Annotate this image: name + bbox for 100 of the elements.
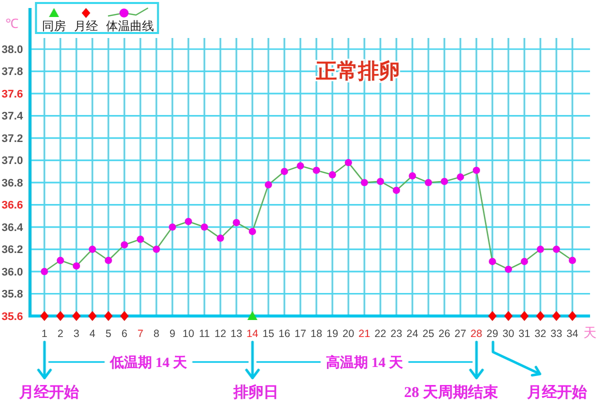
y-axis-title: ℃ [6,16,18,31]
point [280,168,288,176]
legend-label: 月经 [74,19,98,33]
y-tick-label: 37.0 [2,155,23,168]
x-tick-label: 12 [214,328,226,340]
point [40,311,49,321]
x-tick-label: 4 [89,328,96,340]
point [200,223,208,231]
x-tick-label: 29 [486,328,498,340]
x-tick-label: 9 [169,328,176,340]
x-tick-label: 34 [566,328,578,340]
point [472,166,480,174]
x-tick-label: 30 [502,328,514,340]
y-tick-label: 37.4 [2,110,24,123]
y-tick-label: 36.0 [2,266,23,278]
text: 28 天周期结束 [404,384,498,401]
point [72,311,81,321]
point [488,311,497,321]
point [552,311,561,321]
point [344,158,352,166]
point [504,266,512,273]
x-tick-label: 7 [137,328,144,340]
x-tick-label: 20 [342,328,354,340]
x-tick-label: 25 [422,328,434,340]
x-tick-label: 18 [310,328,322,340]
point [88,311,97,321]
point [520,258,528,266]
x-tick-label: 27 [454,328,466,340]
point [56,256,64,264]
point [216,234,224,242]
point [536,246,544,253]
x-tick-label: 14 [246,328,258,340]
x-tick-label: 17 [294,328,306,340]
x-tick-label: 16 [278,328,290,340]
x-tick-label: 19 [326,328,338,340]
y-tick-label: 36.6 [2,200,23,212]
x-tick-label: 8 [153,328,160,340]
y-tick-label: 36.2 [2,244,23,256]
point [568,311,577,321]
point [184,218,192,226]
point [392,186,400,194]
y-tick-label: 37.6 [2,88,23,100]
x-tick-label: 5 [105,328,112,340]
y-tick-label: 36.4 [2,222,24,234]
point [264,181,272,188]
point [552,246,560,253]
x-tick-label: 23 [390,328,402,340]
point [247,311,258,320]
point [88,246,96,253]
x-tick-label: 32 [534,328,546,340]
text: 月经开始 [526,384,588,401]
y-tick-label: 35.8 [2,288,23,301]
x-tick-label: 28 [470,328,482,340]
legend-label: 同房 [42,19,66,33]
point [376,178,384,186]
x-axis-title: 天 [584,325,596,340]
point [56,311,65,321]
point [104,311,113,321]
text: 排卵日 [232,384,278,401]
x-tick-label: 21 [358,328,370,340]
y-tick-label: 37.2 [2,132,23,145]
point [120,311,129,321]
point [328,171,336,178]
point [424,178,432,186]
point [408,172,416,180]
point [440,178,448,186]
x-tick-label: 10 [182,328,194,340]
x-tick-label: 1 [41,328,48,340]
text: 高温期 14 天 [326,354,404,371]
x-tick-label: 26 [438,328,450,340]
x-tick-label: 33 [550,328,562,340]
point [72,262,80,270]
text: 月经开始 [18,384,80,401]
point [168,223,176,231]
point [456,173,464,181]
point [360,178,368,186]
x-tick-label: 13 [230,328,242,340]
point [120,241,128,248]
point [296,162,304,170]
point [568,256,576,264]
text: 低温期 14 天 [109,355,188,371]
x-tick-label: 15 [262,328,274,340]
y-tick-label: 37.8 [2,66,23,78]
y-tick-label: 36.8 [2,177,23,190]
point [504,311,513,321]
x-tick-label: 11 [198,328,210,340]
point [152,246,160,253]
point [488,258,496,266]
point [312,166,320,174]
y-tick-label: 38.0 [2,44,23,56]
point [136,236,144,243]
x-tick-label: 31 [518,328,530,340]
point [232,218,240,226]
point [520,311,529,321]
x-tick-label: 2 [57,328,64,340]
point [104,256,112,264]
legend-label: 体温曲线 [106,19,154,33]
point [536,311,545,321]
x-tick-label: 6 [121,328,128,340]
point [40,268,48,276]
